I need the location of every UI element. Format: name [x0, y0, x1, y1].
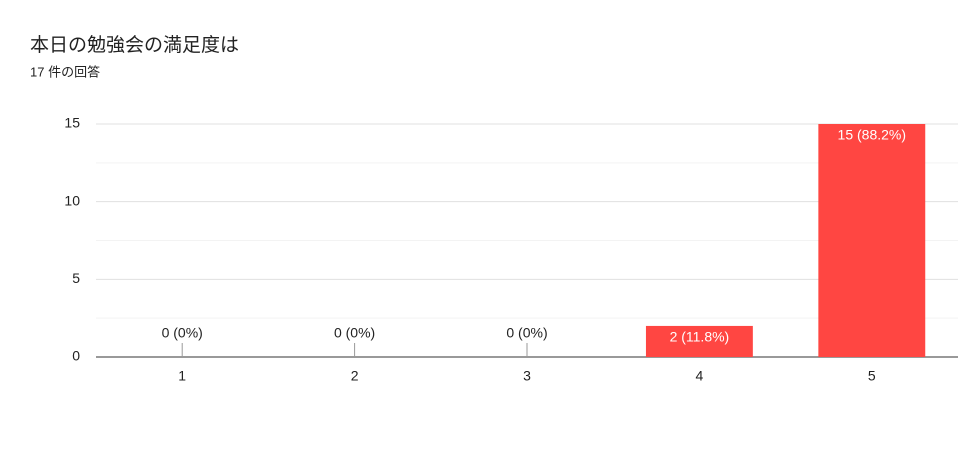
value-label: 15 (88.2%): [838, 127, 906, 143]
x-tick-label: 4: [696, 368, 704, 384]
x-tick-label: 3: [523, 368, 531, 384]
x-tick-label: 5: [868, 368, 876, 384]
value-label: 0 (0%): [162, 325, 203, 341]
x-tick-label: 1: [178, 368, 186, 384]
y-tick-label: 5: [72, 270, 80, 286]
x-tick-label: 2: [351, 368, 359, 384]
chart-subtitle: 17 件の回答: [30, 64, 100, 79]
chart-title: 本日の勉強会の満足度は: [30, 34, 239, 56]
bar: [818, 124, 926, 357]
bar: [645, 325, 753, 357]
value-label: 0 (0%): [334, 325, 375, 341]
value-label: 0 (0%): [506, 325, 547, 341]
value-label: 2 (11.8%): [670, 329, 730, 345]
y-tick-label: 10: [64, 192, 80, 208]
y-tick-label: 15: [64, 115, 80, 131]
y-tick-label: 0: [72, 348, 80, 364]
